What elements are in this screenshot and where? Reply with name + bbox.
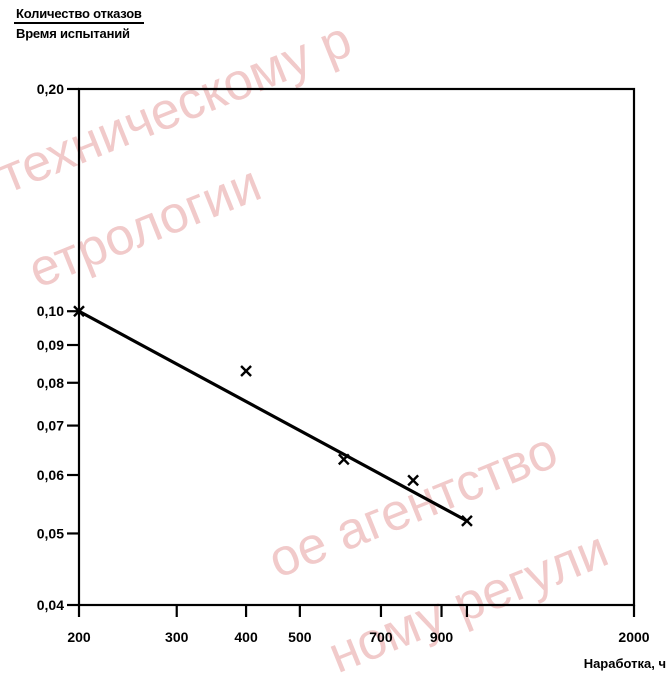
x-tick-label: 700: [369, 629, 393, 645]
x-axis-ticks: 200 300 400 500 700 900 2000: [67, 605, 650, 645]
y-tick-label: 0,04: [37, 597, 64, 613]
y-tick-label: 0,07: [37, 418, 64, 434]
y-axis-ticks: 0,04 0,05 0,06 0,07 0,08 0,09 0,10 0,20: [37, 81, 79, 613]
y-axis-label: Количество отказов Время испытаний: [14, 6, 144, 41]
y-axis-label-denominator: Время испытаний: [16, 26, 130, 41]
data-point: [337, 453, 350, 466]
x-axis-label: Наработка, ч: [583, 656, 666, 671]
x-tick-label: 200: [67, 629, 91, 645]
y-axis-label-numerator: Количество отказов: [14, 6, 144, 24]
x-tick-label: 900: [430, 629, 454, 645]
y-tick-label: 0,09: [37, 337, 64, 353]
data-points: [73, 305, 473, 527]
data-point: [461, 515, 473, 527]
y-tick-label: 0,06: [37, 467, 64, 483]
data-point: [407, 474, 419, 487]
y-tick-label: 0,10: [37, 303, 64, 319]
x-tick-label: 500: [288, 629, 312, 645]
y-tick-label: 0,20: [37, 81, 64, 97]
x-tick-label: 400: [234, 629, 258, 645]
data-point: [240, 365, 252, 377]
data-point: [73, 305, 85, 318]
plot-frame: [77, 87, 636, 607]
fit-line: [78, 309, 468, 523]
x-tick-label: 2000: [618, 629, 649, 645]
x-tick-label: 300: [165, 629, 189, 645]
y-tick-label: 0,08: [37, 375, 64, 391]
y-tick-label: 0,05: [37, 525, 64, 541]
